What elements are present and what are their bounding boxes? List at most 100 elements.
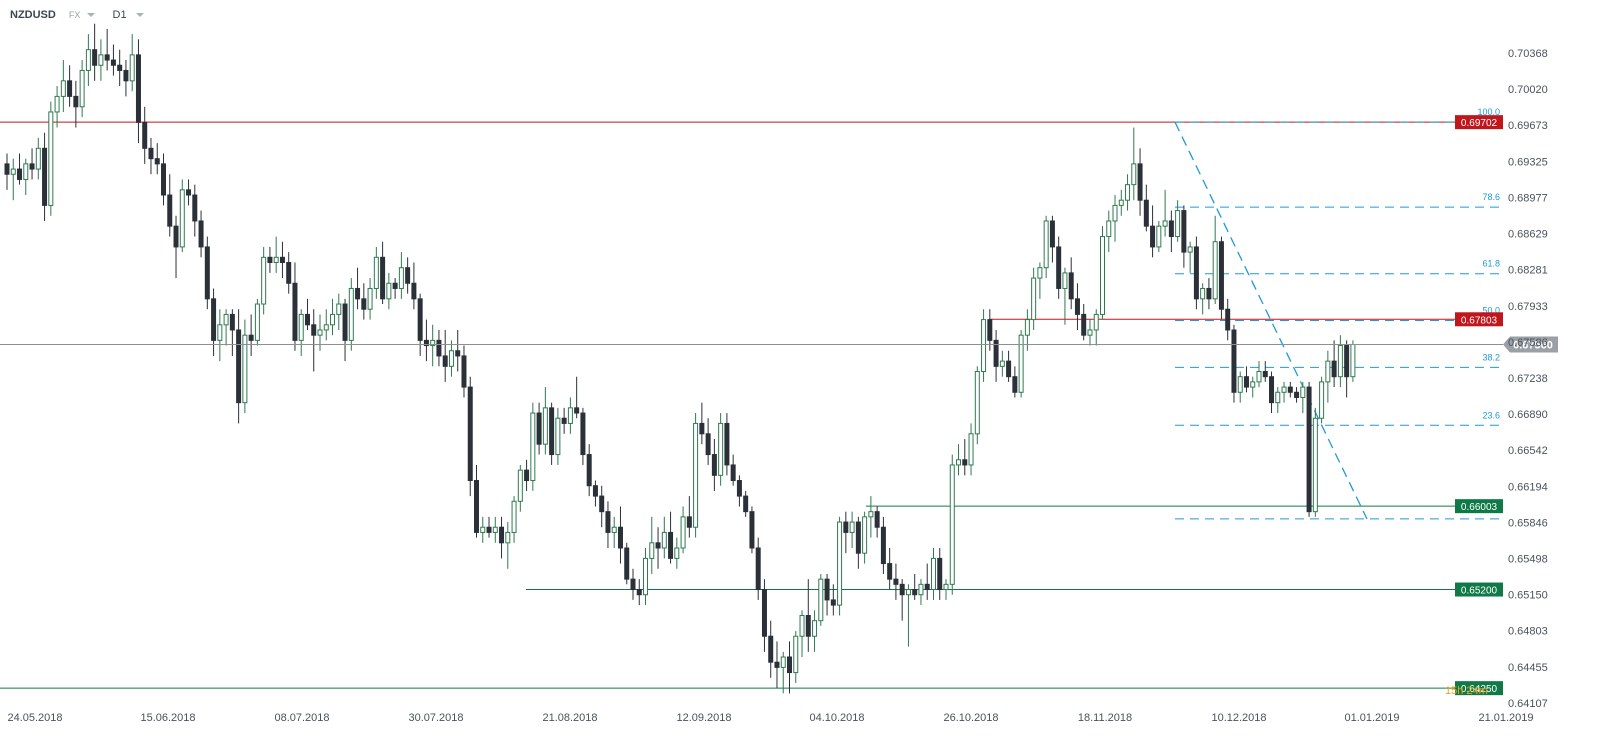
candle-body bbox=[179, 189, 185, 248]
level-label-text: 0.67803 bbox=[1461, 315, 1498, 326]
chart-header: NZDUSD FX D1 bbox=[10, 9, 158, 21]
bullish-candle bbox=[373, 246, 379, 299]
candle-body bbox=[1112, 204, 1118, 222]
bullish-candle bbox=[430, 324, 436, 367]
bearish-candle bbox=[204, 236, 210, 310]
candle-body bbox=[768, 635, 774, 663]
bullish-candle bbox=[981, 309, 987, 382]
candle-body bbox=[192, 194, 198, 222]
bullish-candle bbox=[35, 137, 41, 180]
candle-body bbox=[956, 459, 962, 466]
bullish-candle bbox=[1250, 376, 1256, 398]
last-price-line: 0.67560 bbox=[0, 336, 1558, 353]
bearish-candle bbox=[624, 542, 630, 585]
instrument-type-dropdown-icon[interactable] bbox=[87, 13, 96, 18]
bearish-candle bbox=[592, 480, 598, 507]
bullish-candle bbox=[85, 34, 91, 87]
candle-body bbox=[937, 557, 943, 591]
bullish-candle bbox=[1043, 215, 1049, 279]
level-label-0.69702: 0.69702 bbox=[1455, 115, 1503, 130]
bearish-candle bbox=[937, 548, 943, 600]
candle-body bbox=[261, 256, 267, 305]
bullish-candle bbox=[273, 236, 279, 273]
candle-body bbox=[574, 407, 580, 414]
candle-body bbox=[774, 661, 780, 668]
bearish-candle bbox=[186, 179, 192, 206]
candle-body bbox=[743, 495, 749, 513]
candle-body bbox=[430, 339, 436, 347]
bullish-candle bbox=[1256, 361, 1262, 388]
bearish-candle bbox=[236, 309, 242, 424]
bullish-candle bbox=[1131, 127, 1137, 201]
fibonacci-retracement[interactable]: 100.0 78.6 61.8 50.0 38.2 23.6 bbox=[1174, 107, 1503, 520]
candle-body bbox=[605, 511, 611, 533]
candle-body bbox=[812, 620, 818, 637]
timeframe-dropdown-icon[interactable] bbox=[135, 13, 144, 18]
candle-body bbox=[555, 417, 561, 456]
bearish-candle bbox=[580, 407, 586, 465]
bullish-candle bbox=[905, 584, 911, 647]
candle-body bbox=[899, 583, 905, 596]
candle-body bbox=[1306, 386, 1312, 513]
candle-body bbox=[655, 542, 661, 549]
candle-body bbox=[1193, 246, 1199, 300]
bullish-candle bbox=[505, 522, 511, 569]
candle-body bbox=[987, 319, 993, 341]
candle-body bbox=[1344, 345, 1350, 378]
time-axis[interactable]: 24.05.2018 15.06.2018 08.07.2018 30.07.2018… bbox=[7, 712, 1533, 724]
candle-body bbox=[1106, 220, 1112, 238]
bullish-candle bbox=[661, 516, 667, 559]
bullish-candle bbox=[1018, 329, 1024, 398]
bullish-candle bbox=[10, 158, 16, 201]
candle-body bbox=[930, 557, 936, 591]
candle-body bbox=[110, 59, 116, 66]
bullish-candle bbox=[793, 631, 799, 683]
bullish-candle bbox=[367, 278, 373, 320]
candle-body bbox=[505, 531, 511, 544]
bearish-candle bbox=[229, 309, 235, 356]
bullish-candle bbox=[79, 60, 85, 118]
bearish-candle bbox=[805, 579, 811, 652]
candle-body bbox=[761, 589, 767, 637]
bullish-candle bbox=[818, 573, 824, 626]
bearish-candle bbox=[724, 413, 730, 476]
bearish-candle bbox=[755, 537, 761, 600]
candle-body bbox=[1275, 391, 1281, 404]
bullish-candle bbox=[1037, 262, 1043, 299]
candle-body bbox=[492, 526, 498, 533]
candle-body bbox=[73, 95, 79, 108]
level-label-box bbox=[1455, 312, 1503, 327]
bearish-candle bbox=[824, 573, 830, 616]
bearish-candle bbox=[1231, 324, 1237, 403]
bullish-candle bbox=[517, 464, 523, 512]
fib-trend-line[interactable] bbox=[1174, 121, 1368, 520]
candle-body bbox=[567, 407, 573, 424]
bearish-candle bbox=[1006, 350, 1012, 382]
timeframe-label[interactable]: D1 bbox=[112, 9, 127, 22]
candle-body bbox=[85, 49, 91, 71]
candle-body bbox=[1225, 308, 1231, 331]
candle-body bbox=[292, 282, 298, 341]
bullish-candle bbox=[323, 309, 329, 341]
candle-body bbox=[1137, 163, 1143, 201]
price-axis[interactable]: 0.70368 0.70020 0.69673 0.69325 0.68977 0.686… bbox=[1508, 48, 1548, 710]
level-label-box bbox=[1455, 681, 1503, 696]
bullish-candle bbox=[968, 423, 974, 476]
symbol-label[interactable]: NZDUSD bbox=[10, 9, 56, 22]
candle-body bbox=[35, 147, 41, 170]
candle-body bbox=[474, 480, 479, 533]
bearish-candle bbox=[142, 106, 148, 164]
bearish-candle bbox=[887, 548, 893, 590]
candle-body bbox=[1168, 220, 1174, 238]
candle-body bbox=[730, 464, 736, 482]
bearish-candle bbox=[1074, 283, 1080, 330]
bearish-candle bbox=[1056, 236, 1062, 299]
bearish-candle bbox=[524, 459, 530, 491]
bullish-candle bbox=[956, 444, 962, 476]
candle-body bbox=[624, 547, 630, 580]
bearish-candle bbox=[899, 579, 905, 621]
level-label-0.66003: 0.66003 bbox=[1455, 499, 1503, 514]
price-tick-label: 0.69673 bbox=[1508, 120, 1548, 132]
price-tick-label: 0.68629 bbox=[1508, 229, 1548, 241]
